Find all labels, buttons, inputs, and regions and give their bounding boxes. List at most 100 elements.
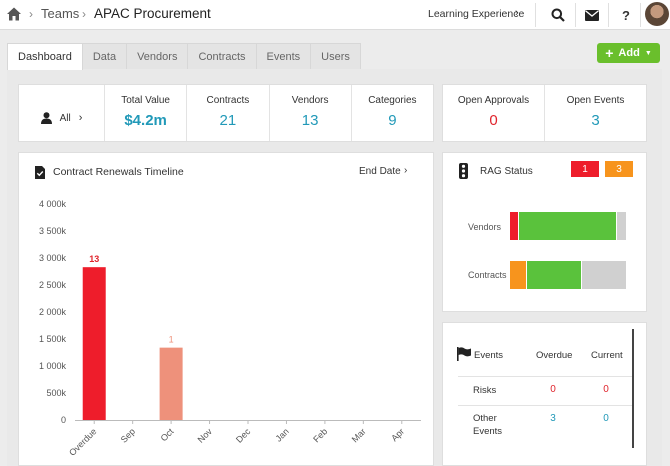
y-tick-label: 0 bbox=[61, 415, 66, 425]
caret-down-icon: ▼ bbox=[644, 49, 652, 57]
divider bbox=[575, 3, 576, 27]
events-row-risks-label: Risks bbox=[473, 385, 497, 396]
avatar[interactable] bbox=[645, 2, 669, 26]
tab-dashboard[interactable]: Dashboard bbox=[7, 43, 83, 70]
rag-contracts-label: Contracts bbox=[468, 270, 507, 280]
y-tick-label: 4 000k bbox=[39, 199, 67, 209]
chevron-right-icon: › bbox=[78, 112, 83, 124]
tab-data[interactable]: Data bbox=[81, 43, 128, 69]
categories-stat[interactable]: Categories 9 bbox=[352, 85, 433, 141]
total-value-label: Total Value bbox=[121, 95, 170, 106]
add-button[interactable]: + Add ▼ bbox=[597, 43, 660, 63]
data-label: 13 bbox=[89, 254, 99, 264]
y-tick-label: 3 000k bbox=[39, 253, 67, 263]
events-row-other-label: Other Events bbox=[473, 413, 503, 437]
divider bbox=[458, 376, 633, 377]
chart-bar bbox=[82, 267, 106, 420]
y-tick-label: 2 000k bbox=[39, 307, 67, 317]
tab-bar: Dashboard Data Vendors Contracts Events … bbox=[7, 43, 361, 70]
open-approvals-stat[interactable]: Open Approvals 0 bbox=[443, 85, 545, 141]
rag-contracts-amber-segment bbox=[510, 261, 527, 289]
y-tick-label: 500k bbox=[46, 388, 66, 398]
mail-icon[interactable] bbox=[580, 3, 604, 27]
current-header: Current bbox=[591, 350, 623, 361]
risks-overdue-count[interactable]: 0 bbox=[550, 384, 556, 395]
x-tick-label: Feb bbox=[311, 426, 329, 444]
vendors-label: Vendors bbox=[291, 95, 329, 106]
renewals-bar-chart: 0 500k 1 000k 1 500k 2 000k 2 500k 3 000k 3 500… bbox=[39, 199, 421, 458]
rag-contracts-bar[interactable] bbox=[510, 261, 626, 289]
learning-experience-link[interactable]: Learning Experience bbox=[428, 8, 525, 20]
chart-bar bbox=[159, 347, 183, 420]
contract-renewals-card: Contract Renewals Timeline End Date › 0 5… bbox=[18, 152, 434, 466]
categories-count: 9 bbox=[388, 112, 397, 129]
open-events-label: Open Events bbox=[566, 95, 625, 106]
end-date-sort[interactable]: End Date bbox=[359, 166, 401, 177]
tab-events[interactable]: Events bbox=[255, 43, 312, 69]
chart-title: Contract Renewals Timeline bbox=[53, 166, 184, 178]
x-tick-label: Dec bbox=[234, 426, 253, 445]
breadcrumb-teams[interactable]: Teams bbox=[41, 6, 80, 21]
open-events-stat[interactable]: Open Events 3 bbox=[545, 85, 646, 141]
summary-card: All › Total Value $4.2m Contracts 21 Ven… bbox=[18, 84, 434, 142]
divider bbox=[458, 405, 633, 406]
chevron-right-icon: › bbox=[515, 7, 519, 19]
divider bbox=[535, 3, 536, 27]
chevron-right-icon: › bbox=[404, 165, 408, 176]
rag-amber-count[interactable]: 3 bbox=[605, 161, 633, 177]
contracts-label: Contracts bbox=[206, 95, 250, 106]
y-tick-label: 1 500k bbox=[39, 334, 67, 344]
home-icon[interactable] bbox=[6, 6, 22, 22]
flag-icon bbox=[457, 347, 471, 366]
tab-contracts[interactable]: Contracts bbox=[187, 43, 257, 69]
help-icon[interactable]: ? bbox=[622, 7, 630, 23]
rag-status-title: RAG Status bbox=[480, 166, 533, 177]
overdue-header: Overdue bbox=[536, 350, 573, 361]
risks-current-count[interactable]: 0 bbox=[603, 384, 609, 395]
traffic-light-icon bbox=[459, 163, 468, 184]
tab-users[interactable]: Users bbox=[310, 43, 361, 69]
events-title: Events bbox=[474, 350, 504, 361]
x-tick-label: Apr bbox=[389, 426, 406, 443]
y-tick-label: 3 500k bbox=[39, 226, 67, 236]
page-title: APAC Procurement bbox=[94, 6, 211, 21]
owner-filter-label: All bbox=[59, 112, 71, 124]
chevron-right-icon: › bbox=[82, 7, 86, 21]
approvals-card: Open Approvals 0 Open Events 3 bbox=[442, 84, 647, 142]
rag-vendors-bar[interactable] bbox=[510, 212, 626, 240]
x-tick-label: Oct bbox=[159, 426, 176, 443]
vendors-count: 13 bbox=[301, 112, 319, 129]
document-check-icon bbox=[35, 166, 45, 184]
data-label: 1 bbox=[169, 335, 174, 345]
rag-vendors-grey-segment bbox=[617, 212, 626, 240]
add-button-label: Add bbox=[618, 47, 640, 59]
contracts-stat[interactable]: Contracts 21 bbox=[187, 85, 270, 141]
top-bar: › Teams › APAC Procurement Learning Expe… bbox=[0, 0, 670, 30]
rag-vendors-label: Vendors bbox=[468, 222, 502, 232]
contracts-count: 21 bbox=[219, 112, 237, 129]
open-events-count: 3 bbox=[591, 112, 600, 129]
divider bbox=[608, 3, 609, 27]
rag-contracts-green-segment bbox=[526, 261, 582, 289]
user-icon bbox=[40, 112, 52, 124]
search-icon[interactable] bbox=[546, 3, 570, 27]
owner-filter[interactable]: All › bbox=[19, 85, 105, 141]
plus-icon: + bbox=[605, 45, 614, 61]
other-events-overdue-count[interactable]: 3 bbox=[550, 413, 556, 424]
tab-vendors[interactable]: Vendors bbox=[126, 43, 189, 69]
x-tick-label: Mar bbox=[350, 426, 368, 444]
x-tick-label: Nov bbox=[196, 426, 215, 445]
divider bbox=[640, 3, 641, 27]
open-approvals-count: 0 bbox=[489, 112, 498, 129]
categories-label: Categories bbox=[368, 95, 417, 106]
rag-red-count[interactable]: 1 bbox=[571, 161, 599, 177]
total-value-stat[interactable]: Total Value $4.2m bbox=[105, 85, 188, 141]
vendors-stat[interactable]: Vendors 13 bbox=[270, 85, 352, 141]
y-tick-label: 2 500k bbox=[39, 280, 67, 290]
chevron-right-icon: › bbox=[29, 7, 33, 21]
other-events-current-count[interactable]: 0 bbox=[603, 413, 609, 424]
rag-contracts-grey-segment bbox=[581, 261, 626, 289]
rag-vendors-green-segment bbox=[518, 212, 618, 240]
scrollbar[interactable] bbox=[632, 329, 634, 448]
x-tick-label: Jan bbox=[274, 426, 291, 443]
